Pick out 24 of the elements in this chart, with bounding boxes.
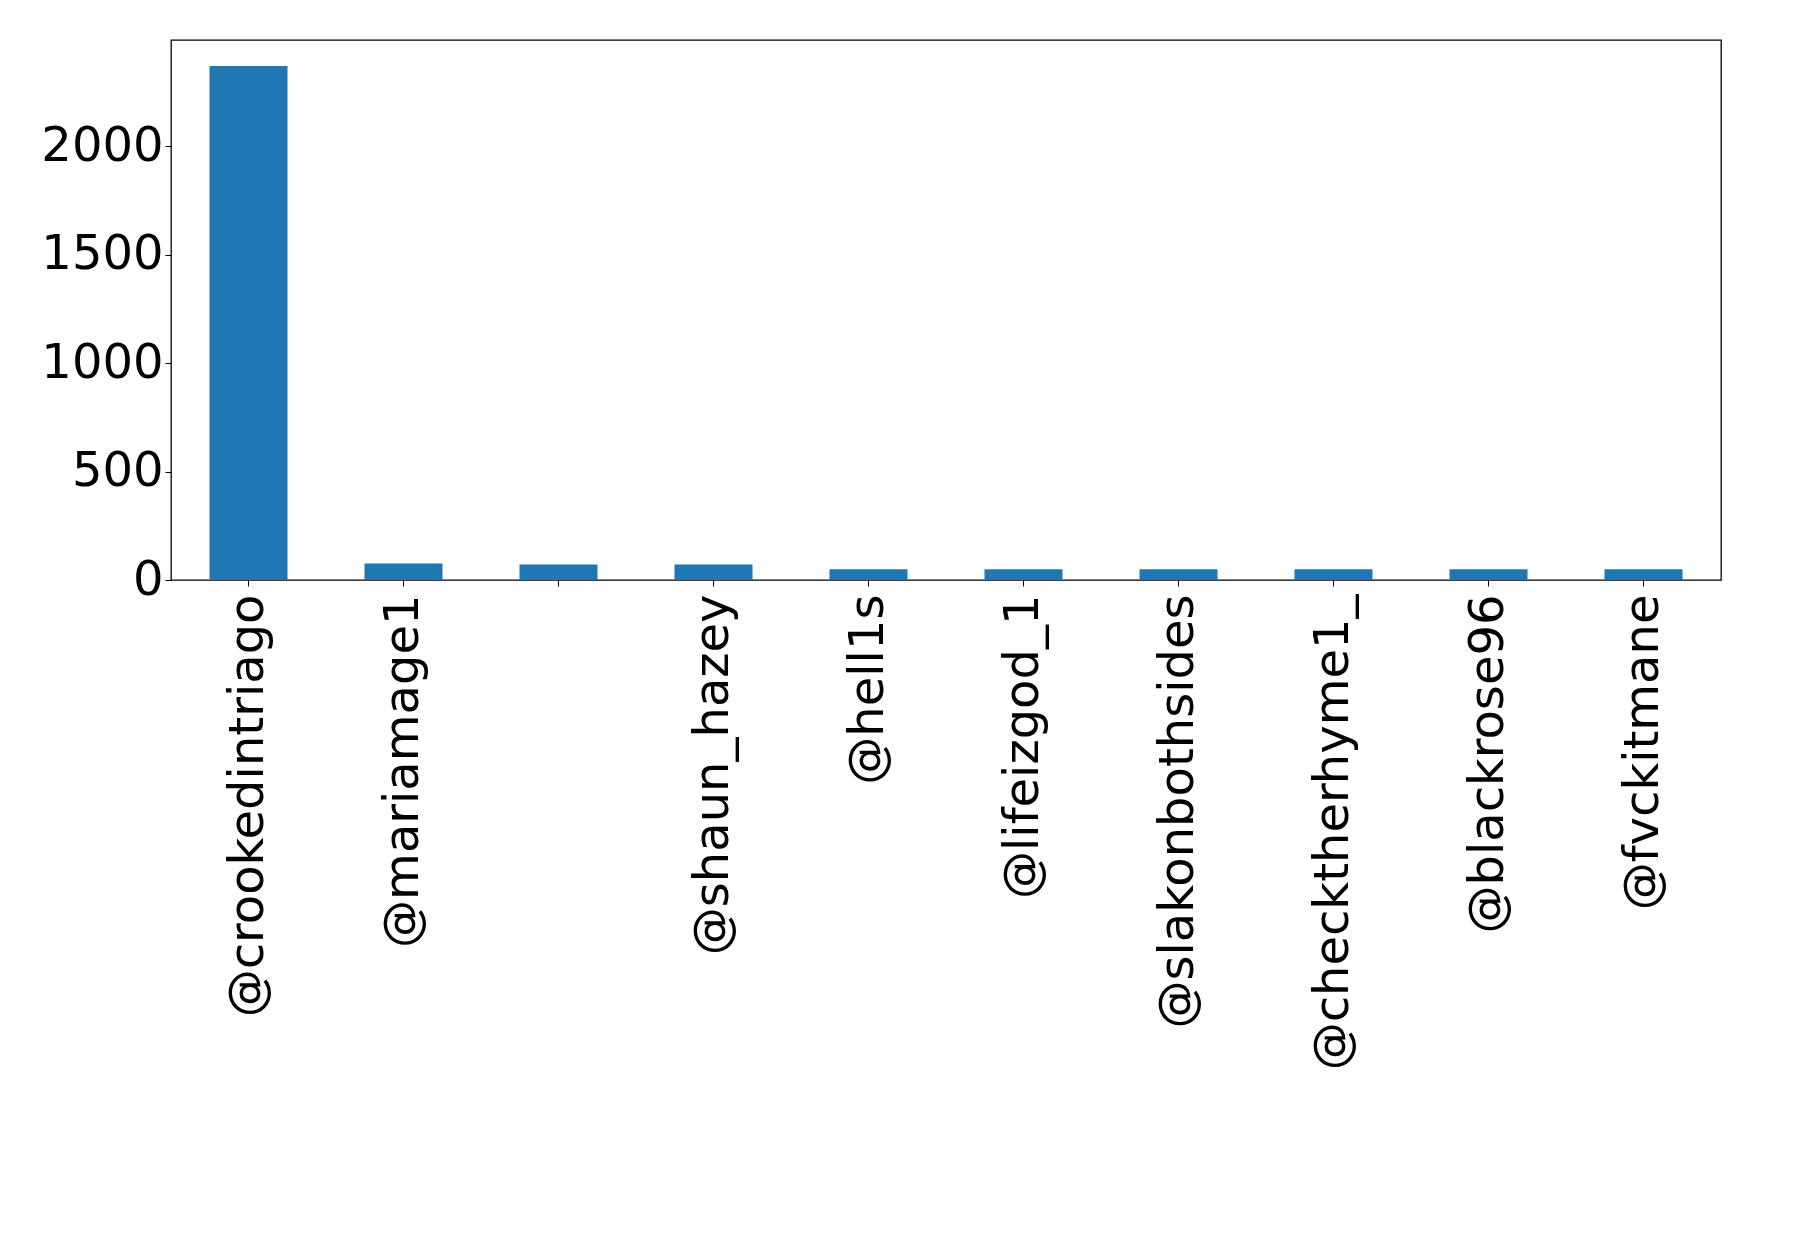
x-tick-label: @lifeizgod_1: [992, 594, 1049, 899]
x-tick-label: @shaun_hazey: [682, 594, 739, 956]
bar: [364, 563, 443, 580]
x-tick-label: @hell1s: [837, 594, 894, 785]
x-tick-label: @blackrose96: [1457, 594, 1514, 934]
bar: [984, 569, 1063, 580]
bar: [1449, 569, 1528, 580]
y-tick-label: 1500: [41, 224, 164, 281]
x-tick-label: @slakonbothsides: [1147, 594, 1204, 1029]
bar: [1604, 569, 1683, 580]
x-tick-label: @checktherhyme1_: [1302, 593, 1359, 1071]
y-tick-label: 2000: [41, 115, 164, 172]
y-tick-label: 0: [132, 549, 164, 606]
bar: [209, 66, 288, 580]
bar: [674, 564, 753, 580]
x-tick-label: @crookedintriago: [217, 594, 274, 1018]
bar: [1139, 569, 1218, 580]
bar: [1294, 569, 1373, 580]
bar: [519, 564, 598, 580]
y-tick-label: 1000: [41, 332, 164, 389]
x-tick-label: @fvckitmane: [1612, 594, 1669, 911]
bar: [829, 569, 908, 580]
x-tick-label: @mariamage1: [372, 594, 429, 948]
y-tick-label: 500: [71, 441, 164, 498]
